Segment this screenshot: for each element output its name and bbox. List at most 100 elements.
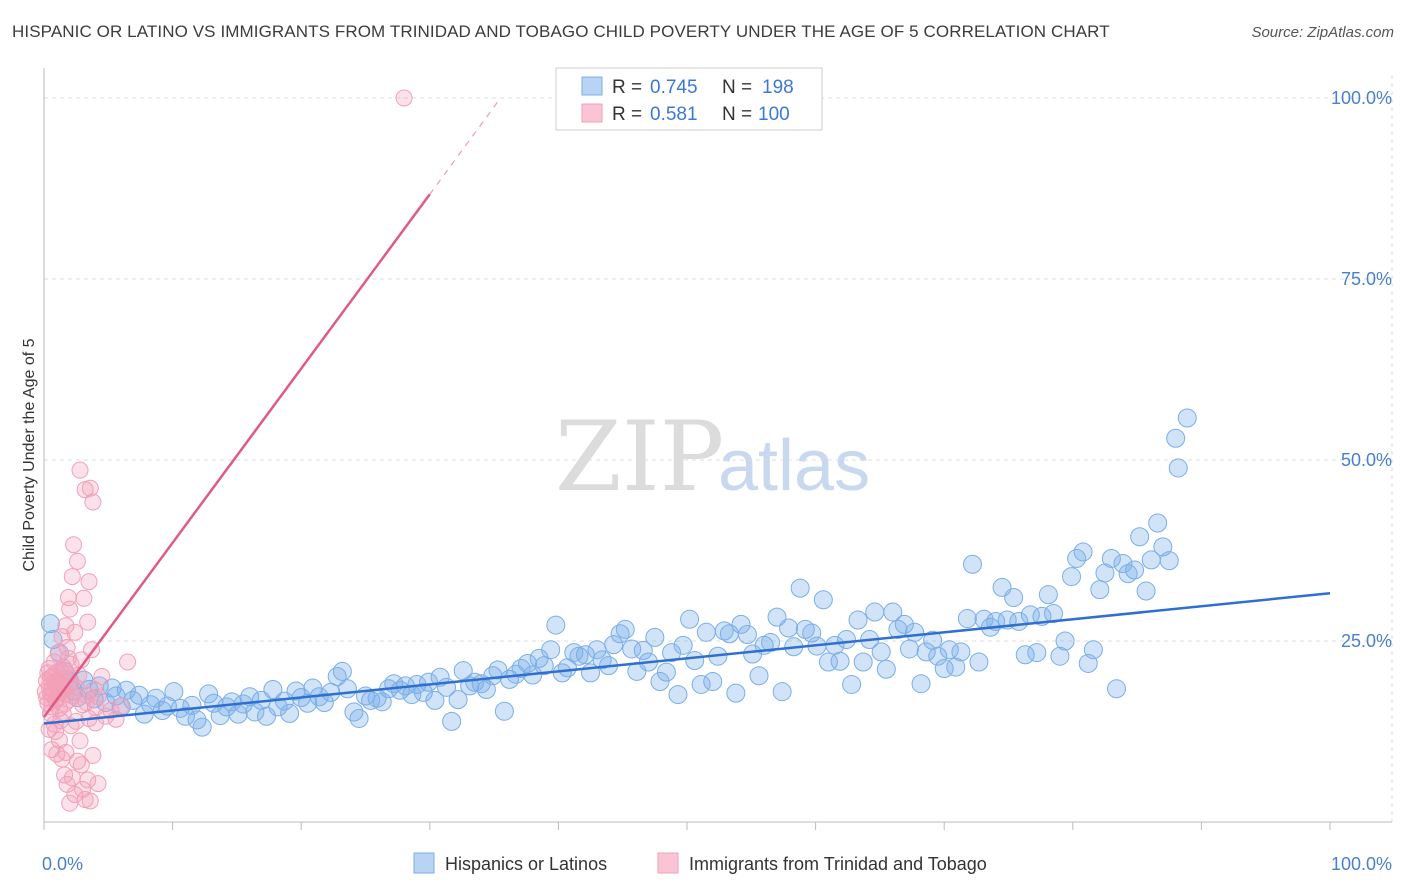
data-point [75, 589, 93, 607]
data-point [518, 653, 538, 673]
data-point [916, 642, 936, 662]
data-point [119, 653, 137, 671]
legend-swatch-hispanic [581, 76, 603, 96]
data-point [1166, 428, 1186, 448]
data-point [57, 617, 75, 635]
legend-r-value-2: 0.581 [650, 104, 698, 125]
series-points [36, 89, 1197, 812]
data-point [939, 640, 959, 660]
data-point [951, 642, 971, 662]
data-point [685, 651, 705, 671]
data-point [84, 493, 102, 511]
data-point [1148, 513, 1168, 533]
data-point [84, 746, 102, 764]
data-point [483, 666, 503, 686]
data-point [569, 646, 589, 666]
data-point [564, 643, 584, 663]
bottom-legend: Hispanics or Latinos Immigrants from Tri… [413, 852, 987, 874]
data-point [969, 652, 989, 672]
data-point [1083, 640, 1103, 660]
data-point [848, 610, 868, 630]
data-point [911, 674, 931, 694]
data-point [1107, 679, 1127, 699]
data-point [298, 693, 318, 713]
data-point [662, 643, 682, 663]
data-point [1050, 646, 1070, 666]
data-point [905, 622, 925, 642]
data-point [448, 690, 468, 710]
data-point [77, 694, 95, 712]
data-point [888, 619, 908, 639]
data-point [199, 684, 219, 704]
data-point [65, 536, 83, 554]
data-point [511, 659, 531, 679]
data-point [1062, 567, 1082, 587]
data-point [337, 679, 357, 699]
legend-r-label-1: R = [612, 77, 642, 98]
data-point [813, 590, 833, 610]
legend-r-value-1: 0.745 [650, 77, 698, 98]
data-point [72, 756, 90, 774]
data-point [1027, 643, 1047, 663]
y-tick-label-25: 25.0% [1341, 631, 1392, 651]
data-point [53, 628, 71, 646]
data-point [633, 640, 653, 660]
data-point [175, 706, 195, 726]
data-point [767, 607, 787, 627]
data-point [1113, 554, 1133, 574]
data-point [81, 479, 99, 497]
data-point [894, 614, 914, 634]
data-point [714, 621, 734, 641]
legend: R = 0.745 N = 198 R = 0.581 N = 100 [555, 67, 823, 131]
data-point [876, 659, 896, 679]
data-point [45, 653, 63, 671]
data-point [344, 702, 364, 722]
data-point [1101, 548, 1121, 568]
data-point [830, 651, 850, 671]
data-point [1038, 585, 1058, 605]
data-point [546, 615, 566, 635]
data-point [883, 602, 903, 622]
trend-line-0 [43, 591, 1331, 725]
data-point [102, 702, 120, 720]
data-point [1090, 580, 1110, 600]
y-axis-title: Child Poverty Under the Age of 5 [21, 338, 38, 571]
data-point [726, 683, 746, 703]
data-point [41, 704, 59, 722]
data-point [192, 717, 212, 737]
data-point [703, 672, 723, 692]
data-point [673, 635, 693, 655]
data-point [772, 682, 792, 702]
x-tick-label-left: 0.0% [42, 854, 83, 874]
bottom-legend-swatch-trinidad[interactable] [657, 852, 679, 874]
bottom-legend-label-trinidad[interactable]: Immigrants from Trinidad and Tobago [689, 854, 987, 874]
data-point [962, 554, 982, 574]
bottom-legend-label-hispanic[interactable]: Hispanics or Latinos [445, 854, 607, 874]
data-point [93, 667, 111, 685]
watermark-atlas: atlas [718, 426, 870, 506]
data-point [645, 627, 665, 647]
data-point [48, 745, 66, 763]
data-point [112, 697, 130, 715]
data-point [761, 632, 781, 652]
data-point [865, 602, 885, 622]
data-point [59, 589, 77, 607]
data-point [1177, 408, 1197, 428]
watermark-zip: ZIP [555, 401, 724, 513]
y-tick-label-75: 75.0% [1341, 269, 1392, 289]
data-point [696, 622, 716, 642]
data-point [656, 662, 676, 682]
bottom-legend-swatch-hispanic[interactable] [413, 852, 435, 874]
data-point [71, 732, 89, 750]
data-point [79, 680, 99, 700]
data-point [737, 624, 757, 644]
data-point [795, 619, 815, 639]
data-point [89, 775, 107, 793]
data-point [146, 688, 166, 708]
data-point [668, 685, 688, 705]
data-point [286, 681, 306, 701]
legend-r-label-2: R = [612, 104, 642, 125]
data-point [957, 609, 977, 629]
data-point [40, 614, 60, 634]
